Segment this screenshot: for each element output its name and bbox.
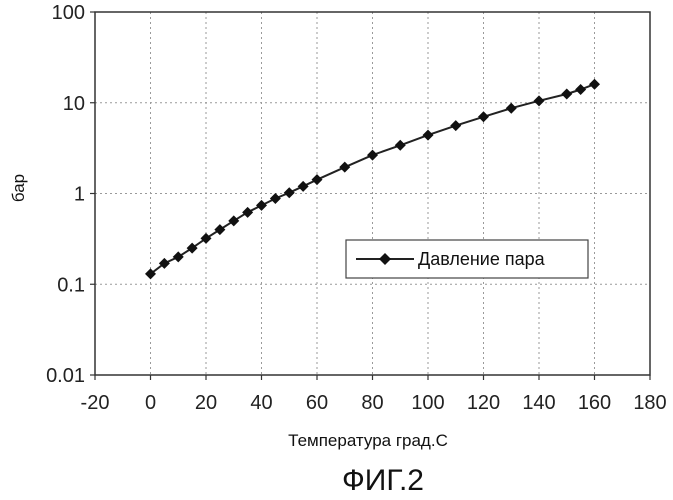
legend-label: Давление пара <box>418 249 546 269</box>
data-point-marker <box>367 149 378 161</box>
data-point-marker <box>533 95 545 107</box>
x-tick-label: 160 <box>578 392 611 414</box>
legend-diamond-marker-icon <box>379 253 391 265</box>
data-point-marker <box>269 193 281 205</box>
x-tick-label: 120 <box>467 392 500 414</box>
data-point-marker <box>561 88 573 100</box>
x-tick-label: 60 <box>306 392 328 414</box>
x-tick-label: 100 <box>411 392 444 414</box>
y-tick-label: 100 <box>52 2 85 24</box>
data-point-marker <box>394 139 406 151</box>
data-point-marker <box>242 206 254 218</box>
data-point-marker <box>283 187 295 199</box>
x-tick-label: 40 <box>250 392 272 414</box>
data-point-marker <box>311 174 323 186</box>
data-point-marker <box>478 111 489 123</box>
data-point-marker <box>297 180 309 192</box>
x-tick-label: 140 <box>522 392 555 414</box>
data-point-marker <box>256 199 267 211</box>
data-point-marker <box>158 257 170 269</box>
figure-caption: ФИГ.2 <box>342 464 424 497</box>
x-axis-label: Температура град.С <box>288 431 448 450</box>
x-tick-label: 180 <box>633 392 666 414</box>
grid-lines <box>95 12 650 375</box>
x-tick-label: 0 <box>145 392 156 414</box>
x-tick-label: 20 <box>195 392 217 414</box>
y-tick-label: 1 <box>74 184 85 206</box>
data-point-marker <box>422 129 434 141</box>
x-tick-label: -20 <box>81 392 110 414</box>
data-point-marker <box>575 83 587 95</box>
series-vapor-pressure <box>145 78 600 280</box>
data-point-marker <box>505 102 517 114</box>
y-tick-label: 0.01 <box>46 365 85 387</box>
data-point-marker <box>589 78 600 90</box>
axis-ticks: -20 0 20 40 60 80 100 120 140 160 180 0.01 0.1 1 10 100 <box>46 2 667 414</box>
data-point-marker <box>214 224 226 236</box>
y-tick-label: 10 <box>63 93 85 115</box>
data-point-marker <box>145 268 156 280</box>
y-tick-label: 0.1 <box>57 274 85 296</box>
data-point-marker <box>450 120 462 132</box>
data-point-marker <box>186 242 198 254</box>
data-point-marker <box>172 251 184 263</box>
data-point-marker <box>339 161 351 173</box>
data-point-marker <box>200 232 212 244</box>
legend: Давление пара <box>345 239 589 279</box>
y-axis-label: бар <box>9 174 28 202</box>
x-tick-label: 80 <box>361 392 383 414</box>
data-point-marker <box>228 215 240 227</box>
